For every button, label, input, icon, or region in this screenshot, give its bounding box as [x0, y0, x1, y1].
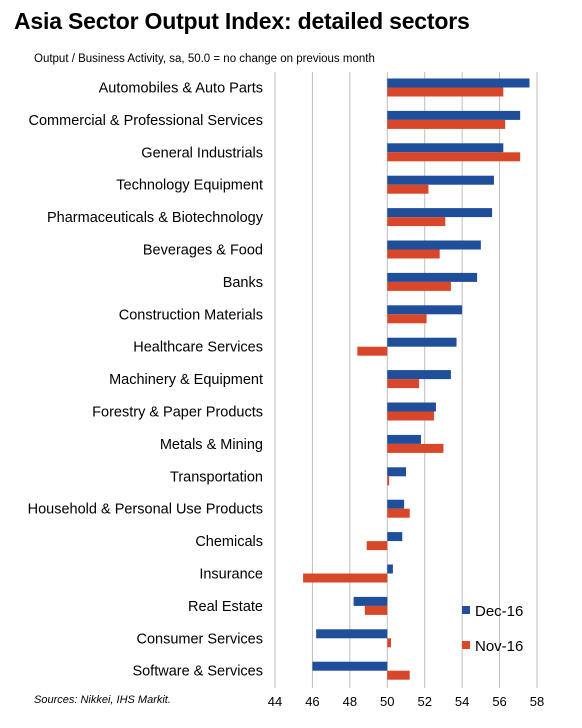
category-label: General Industrials: [141, 145, 263, 161]
chart-title: Asia Sector Output Index: detailed secto…: [14, 8, 470, 34]
bar-nov-16: [387, 87, 504, 97]
bar-nov-16: [387, 152, 521, 162]
bar-nov-16: [387, 476, 390, 486]
category-label: Commercial & Professional Services: [29, 113, 264, 129]
bar-nov-16: [387, 249, 440, 259]
bar-nov-16: [387, 443, 444, 453]
bar-nov-16: [387, 508, 410, 518]
bars: [303, 78, 530, 680]
gridlines: [274, 72, 538, 688]
bar-dec-16: [387, 208, 493, 218]
bar-dec-16: [387, 467, 406, 477]
category-label: Technology Equipment: [116, 178, 263, 194]
bar-dec-16: [387, 434, 421, 444]
category-label: Software & Services: [132, 664, 263, 680]
bar-nov-16: [387, 411, 435, 421]
legend-label: Nov-16: [475, 638, 523, 655]
bar-dec-16: [316, 629, 388, 639]
bar-nov-16: [366, 541, 388, 551]
bar-dec-16: [387, 78, 530, 88]
category-label: Metals & Mining: [160, 437, 263, 453]
category-label: Automobiles & Auto Parts: [99, 81, 263, 97]
bar-dec-16: [387, 272, 478, 282]
bar-nov-16: [387, 184, 429, 194]
bar-nov-16: [364, 605, 388, 615]
bar-nov-16: [387, 281, 451, 291]
category-label: Household & Personal Use Products: [28, 502, 263, 518]
source-note: Sources: Nikkei, IHS Markit.: [34, 694, 171, 706]
bar-dec-16: [387, 240, 481, 250]
bar-nov-16: [303, 573, 388, 583]
category-label: Beverages & Food: [143, 243, 263, 259]
legend-swatch: [462, 606, 470, 614]
bar-dec-16: [387, 305, 463, 315]
bar-dec-16: [387, 499, 405, 509]
category-label: Forestry & Paper Products: [92, 405, 263, 421]
x-tick-label: 46: [305, 694, 319, 709]
bar-dec-16: [312, 661, 388, 671]
bar-nov-16: [387, 379, 420, 389]
x-tick-label: 56: [492, 694, 506, 709]
category-label: Transportation: [170, 469, 263, 485]
chart-subtitle: Output / Business Activity, sa, 50.0 = n…: [34, 53, 375, 65]
category-label: Construction Materials: [119, 307, 263, 323]
x-tick-label: 52: [417, 694, 431, 709]
bar-nov-16: [357, 346, 388, 356]
bar-dec-16: [387, 110, 521, 120]
bar-dec-16: [387, 532, 403, 542]
x-tick-label: 48: [343, 694, 357, 709]
category-label: Consumer Services: [136, 631, 263, 647]
legend-label: Dec-16: [475, 603, 523, 620]
bar-dec-16: [387, 143, 504, 153]
category-label: Insurance: [199, 567, 263, 583]
category-label: Healthcare Services: [133, 340, 263, 356]
bar-nov-16: [387, 670, 410, 680]
legend: Dec-16 Nov-16: [462, 603, 523, 655]
bar-nov-16: [387, 638, 392, 648]
category-labels: Automobiles & Auto Parts Commercial & Pro…: [28, 81, 264, 680]
bar-dec-16: [387, 175, 494, 185]
x-tick-label: 44: [268, 694, 282, 709]
category-label: Chemicals: [195, 534, 263, 550]
bar-dec-16: [353, 596, 388, 606]
bar-dec-16: [387, 337, 457, 347]
category-label: Real Estate: [188, 599, 263, 615]
category-label: Machinery & Equipment: [109, 372, 263, 388]
x-tick-label: 50: [380, 694, 394, 709]
bar-dec-16: [387, 564, 393, 574]
x-tick-label: 54: [455, 694, 469, 709]
category-label: Pharmaceuticals & Biotechnology: [47, 210, 264, 226]
x-axis-ticks: 44 46 48 50 52 54 56 58: [268, 694, 544, 709]
x-tick-label: 58: [530, 694, 544, 709]
bar-dec-16: [387, 370, 451, 380]
bar-nov-16: [387, 217, 446, 227]
legend-swatch: [462, 641, 470, 649]
bar-nov-16: [387, 119, 506, 129]
bar-dec-16: [387, 402, 436, 412]
bar-nov-16: [387, 314, 427, 324]
category-label: Banks: [223, 275, 263, 291]
